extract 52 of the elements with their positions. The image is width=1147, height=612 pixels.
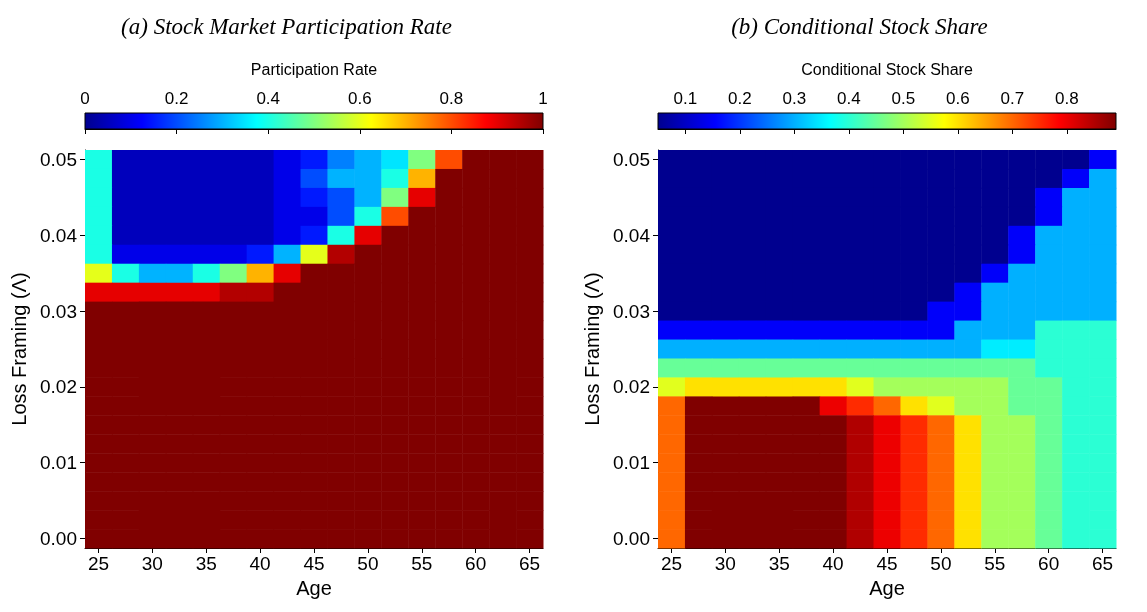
y-axis-title: Loss Framing (Λ) — [581, 272, 604, 426]
y-tick-label: 0.05 — [40, 148, 77, 170]
x-tick-label: 25 — [87, 553, 110, 574]
color-bar-label: 0.4 — [256, 89, 281, 108]
x-tick-label: 45 — [303, 553, 325, 574]
y-tick-label: 0.05 — [613, 148, 650, 170]
x-tick-label: 50 — [930, 553, 952, 574]
x-axis-title: Age — [296, 577, 332, 599]
color-bar-label: 0.8 — [1055, 89, 1079, 108]
x-tick-label: 50 — [357, 553, 379, 574]
x-tick-label: 45 — [876, 553, 898, 574]
x-tick-label: 60 — [1038, 553, 1060, 574]
chart-title: (a) Stock Market Participation Rate — [121, 14, 452, 39]
y-tick-label: 0.00 — [40, 528, 77, 550]
x-axis-title: Age — [869, 577, 905, 599]
y-tick-label: 0.04 — [40, 224, 78, 246]
x-tick-label: 60 — [465, 553, 487, 574]
color-bar-label: 0.8 — [439, 89, 464, 108]
color-bar-label: 0.7 — [1000, 89, 1025, 108]
x-tick-label: 30 — [141, 553, 163, 574]
color-bar-title: Conditional Stock Share — [801, 60, 973, 78]
x-tick-label: 65 — [1091, 553, 1114, 574]
color-bar-label: 1 — [538, 89, 548, 108]
color-bar-label: 0.6 — [347, 89, 372, 108]
y-tick-label: 0.04 — [613, 224, 651, 246]
x-tick-label: 30 — [714, 553, 736, 574]
color-bar-label: 0.5 — [891, 89, 916, 108]
x-tick-label: 40 — [249, 553, 271, 574]
y-tick-label: 0.02 — [40, 376, 77, 398]
y-tick-label: 0.00 — [613, 528, 650, 550]
color-bar-label: 0 — [80, 89, 90, 108]
color-bar-label: 0.4 — [837, 89, 861, 108]
color-bar-label: 0.1 — [673, 89, 698, 108]
x-tick-label: 35 — [768, 553, 790, 574]
x-tick-label: 55 — [984, 553, 1006, 574]
x-tick-label: 25 — [660, 553, 683, 574]
color-bar-label: 0.2 — [727, 89, 752, 108]
color-bar-label: 0.3 — [782, 89, 807, 108]
y-tick-label: 0.03 — [40, 300, 77, 322]
color-bar-title: Participation Rate — [250, 60, 378, 78]
y-tick-label: 0.01 — [40, 452, 77, 474]
x-tick-label: 35 — [195, 553, 217, 574]
x-tick-label: 40 — [822, 553, 844, 574]
color-bar-label: 0.6 — [946, 89, 970, 108]
x-tick-label: 65 — [518, 553, 541, 574]
chart-title: (b) Conditional Stock Share — [731, 14, 988, 39]
y-tick-label: 0.03 — [613, 300, 650, 322]
y-tick-label: 0.02 — [613, 376, 650, 398]
y-tick-label: 0.01 — [613, 452, 650, 474]
x-tick-label: 55 — [411, 553, 433, 574]
y-axis-title: Loss Framing (Λ) — [8, 272, 31, 426]
color-bar-label: 0.2 — [164, 89, 189, 108]
